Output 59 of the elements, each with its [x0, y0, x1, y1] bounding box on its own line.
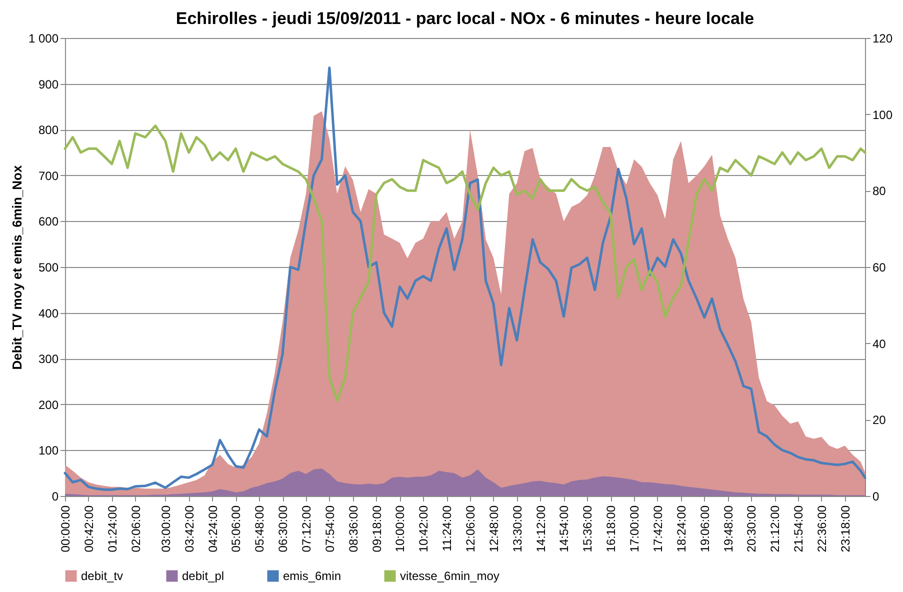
y-tick-label: 900	[38, 77, 59, 92]
y2-tick-label: 100	[872, 108, 893, 122]
y2-tick-label: 0	[872, 490, 880, 504]
x-tick-label: 18:24:00	[674, 505, 688, 552]
legend-label: debit_tv	[81, 569, 124, 583]
x-tick-label: 05:48:00	[252, 505, 267, 552]
y-tick-label: 200	[38, 398, 59, 412]
y2-tick-label: 40	[872, 336, 886, 351]
y-tick-label: 300	[38, 352, 59, 366]
y2-tick-label: 80	[872, 184, 886, 198]
y-tick-label: 1 000	[28, 32, 59, 46]
x-tick-label: 02:06:00	[128, 505, 143, 552]
x-tick-label: 14:12:00	[534, 505, 548, 552]
x-tick-label: 01:24:00	[105, 505, 120, 552]
y2-tick-label: 20	[872, 413, 886, 428]
x-tick-label: 13:30:00	[510, 505, 524, 552]
x-tick-label: 09:18:00	[370, 505, 384, 552]
x-tick-label: 05:06:00	[229, 505, 244, 552]
x-tick-label: 00:00:00	[58, 505, 72, 552]
x-tick-label: 22:36:00	[814, 505, 829, 552]
x-tick-label: 21:54:00	[792, 505, 806, 552]
legend-label: emis_6min	[283, 569, 342, 583]
x-tick-label: 08:36:00	[346, 505, 360, 552]
x-tick-label: 10:00:00	[393, 505, 408, 552]
y-tick-label: 600	[38, 214, 59, 229]
x-tick-label: 17:42:00	[650, 505, 665, 552]
x-tick-label: 06:30:00	[276, 505, 290, 552]
x-tick-label: 03:00:00	[158, 505, 173, 552]
x-tick-label: 19:48:00	[721, 505, 736, 552]
y-tick-label: 100	[38, 444, 59, 458]
x-tick-label: 19:06:00	[698, 505, 712, 552]
x-tick-label: 11:24:00	[440, 505, 454, 552]
x-tick-label: 00:42:00	[82, 505, 96, 552]
x-tick-label: 14:54:00	[557, 505, 572, 552]
x-tick-label: 20:30:00	[744, 505, 759, 552]
x-tick-label: 12:48:00	[486, 505, 501, 552]
y-tick-label: 500	[38, 260, 59, 274]
legend-label: debit_pl	[182, 569, 224, 583]
x-tick-label: 03:42:00	[182, 505, 196, 552]
x-tick-label: 04:24:00	[206, 505, 220, 552]
legend-label: vitesse_6min_moy	[400, 569, 500, 583]
x-tick-label: 12:06:00	[464, 505, 478, 552]
y-tick-label: 800	[38, 123, 59, 138]
y-axis-title: Debit_TV moy et emis_6min_Nox	[9, 164, 24, 370]
x-tick-label: 07:12:00	[300, 505, 314, 552]
y-tick-label: 400	[38, 306, 59, 320]
y2-tick-label: 120	[872, 32, 893, 46]
x-tick-label: 17:00:00	[628, 505, 642, 552]
chart-title: Echirolles - jeudi 15/09/2011 - parc local - NOx - 6 minutes - heure locale	[176, 9, 754, 28]
x-tick-label: 10:42:00	[416, 505, 431, 552]
y-tick-label: 0	[52, 490, 59, 504]
x-tick-label: 21:12:00	[768, 505, 782, 552]
x-tick-label: 15:36:00	[580, 505, 595, 552]
y2-tick-label: 60	[872, 260, 886, 274]
line-series	[64, 124, 866, 402]
x-tick-label: 23:18:00	[838, 505, 852, 552]
x-tick-label: 16:18:00	[604, 505, 618, 552]
x-tick-label: 07:54:00	[322, 505, 337, 552]
y-tick-label: 700	[38, 168, 59, 183]
